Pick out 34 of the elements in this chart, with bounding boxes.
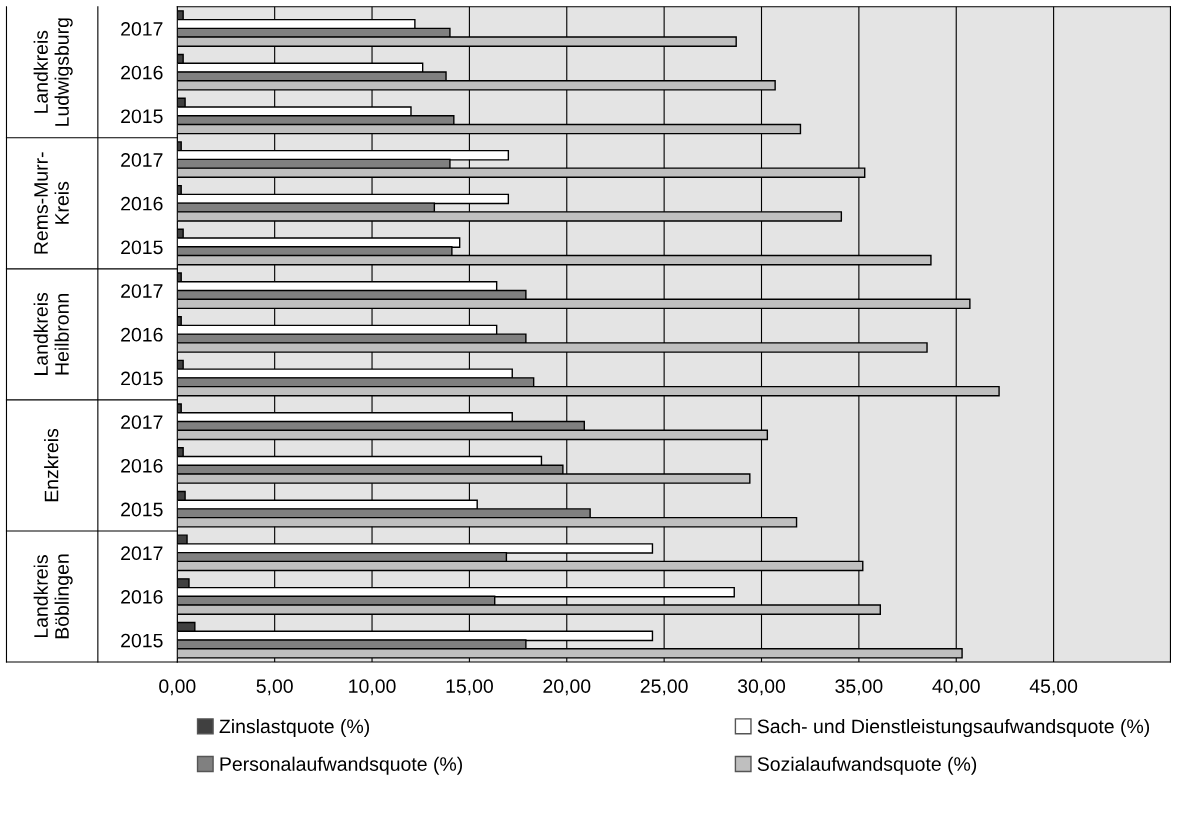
x-tick-label: 25,00 [640,679,688,696]
legend-label: Personalaufwandsquote (%) [220,756,462,775]
y-tick-label: 2016 [121,196,163,211]
x-tick-label: 0,00 [159,679,196,696]
legend-label: Sozialaufwandsquote (%) [757,756,977,775]
x-tick-label: 45,00 [1029,679,1078,696]
legend-label: Sach- und Dienstleistungsaufwandsquote (%) [757,718,1150,738]
x-tick-label: 5,00 [256,679,293,696]
x-tick-label: 30,00 [737,679,786,696]
y-tick-label: 2016 [121,65,163,80]
legend-label: Zinslastquote (%) [219,718,370,738]
text: Landkreis Ludwigsburg [33,18,73,126]
x-tick-label: 35,00 [835,679,883,696]
y-tick-label: 2016 [121,458,163,473]
y-tick-label: 2015 [121,502,163,517]
y-tick-label: 2017 [121,415,163,429]
y-tick-label: 2016 [121,327,163,342]
y-tick-label: 2015 [121,633,163,648]
y-tick-label: 2017 [121,284,163,298]
y-tick-label: 2017 [121,153,163,167]
y-tick-label: 2017 [121,22,163,36]
y-tick-label: 2015 [121,371,163,386]
x-tick-label: 10,00 [349,679,396,696]
y-tick-label: 2017 [121,546,163,561]
y-tick-label: 2016 [121,590,163,604]
x-tick-label: 20,00 [543,679,591,696]
text: Landkreis Böblingen [33,554,73,639]
x-tick-label: 40,00 [932,679,980,696]
x-tick-label: 15,00 [446,679,493,696]
text: Landkreis Heilbronn [33,292,69,375]
text: Enzkreis [44,428,59,502]
text: Rems-Murr- Kreis [34,152,69,254]
y-tick-label: 2015 [121,109,163,124]
y-tick-label: 2015 [121,240,163,255]
